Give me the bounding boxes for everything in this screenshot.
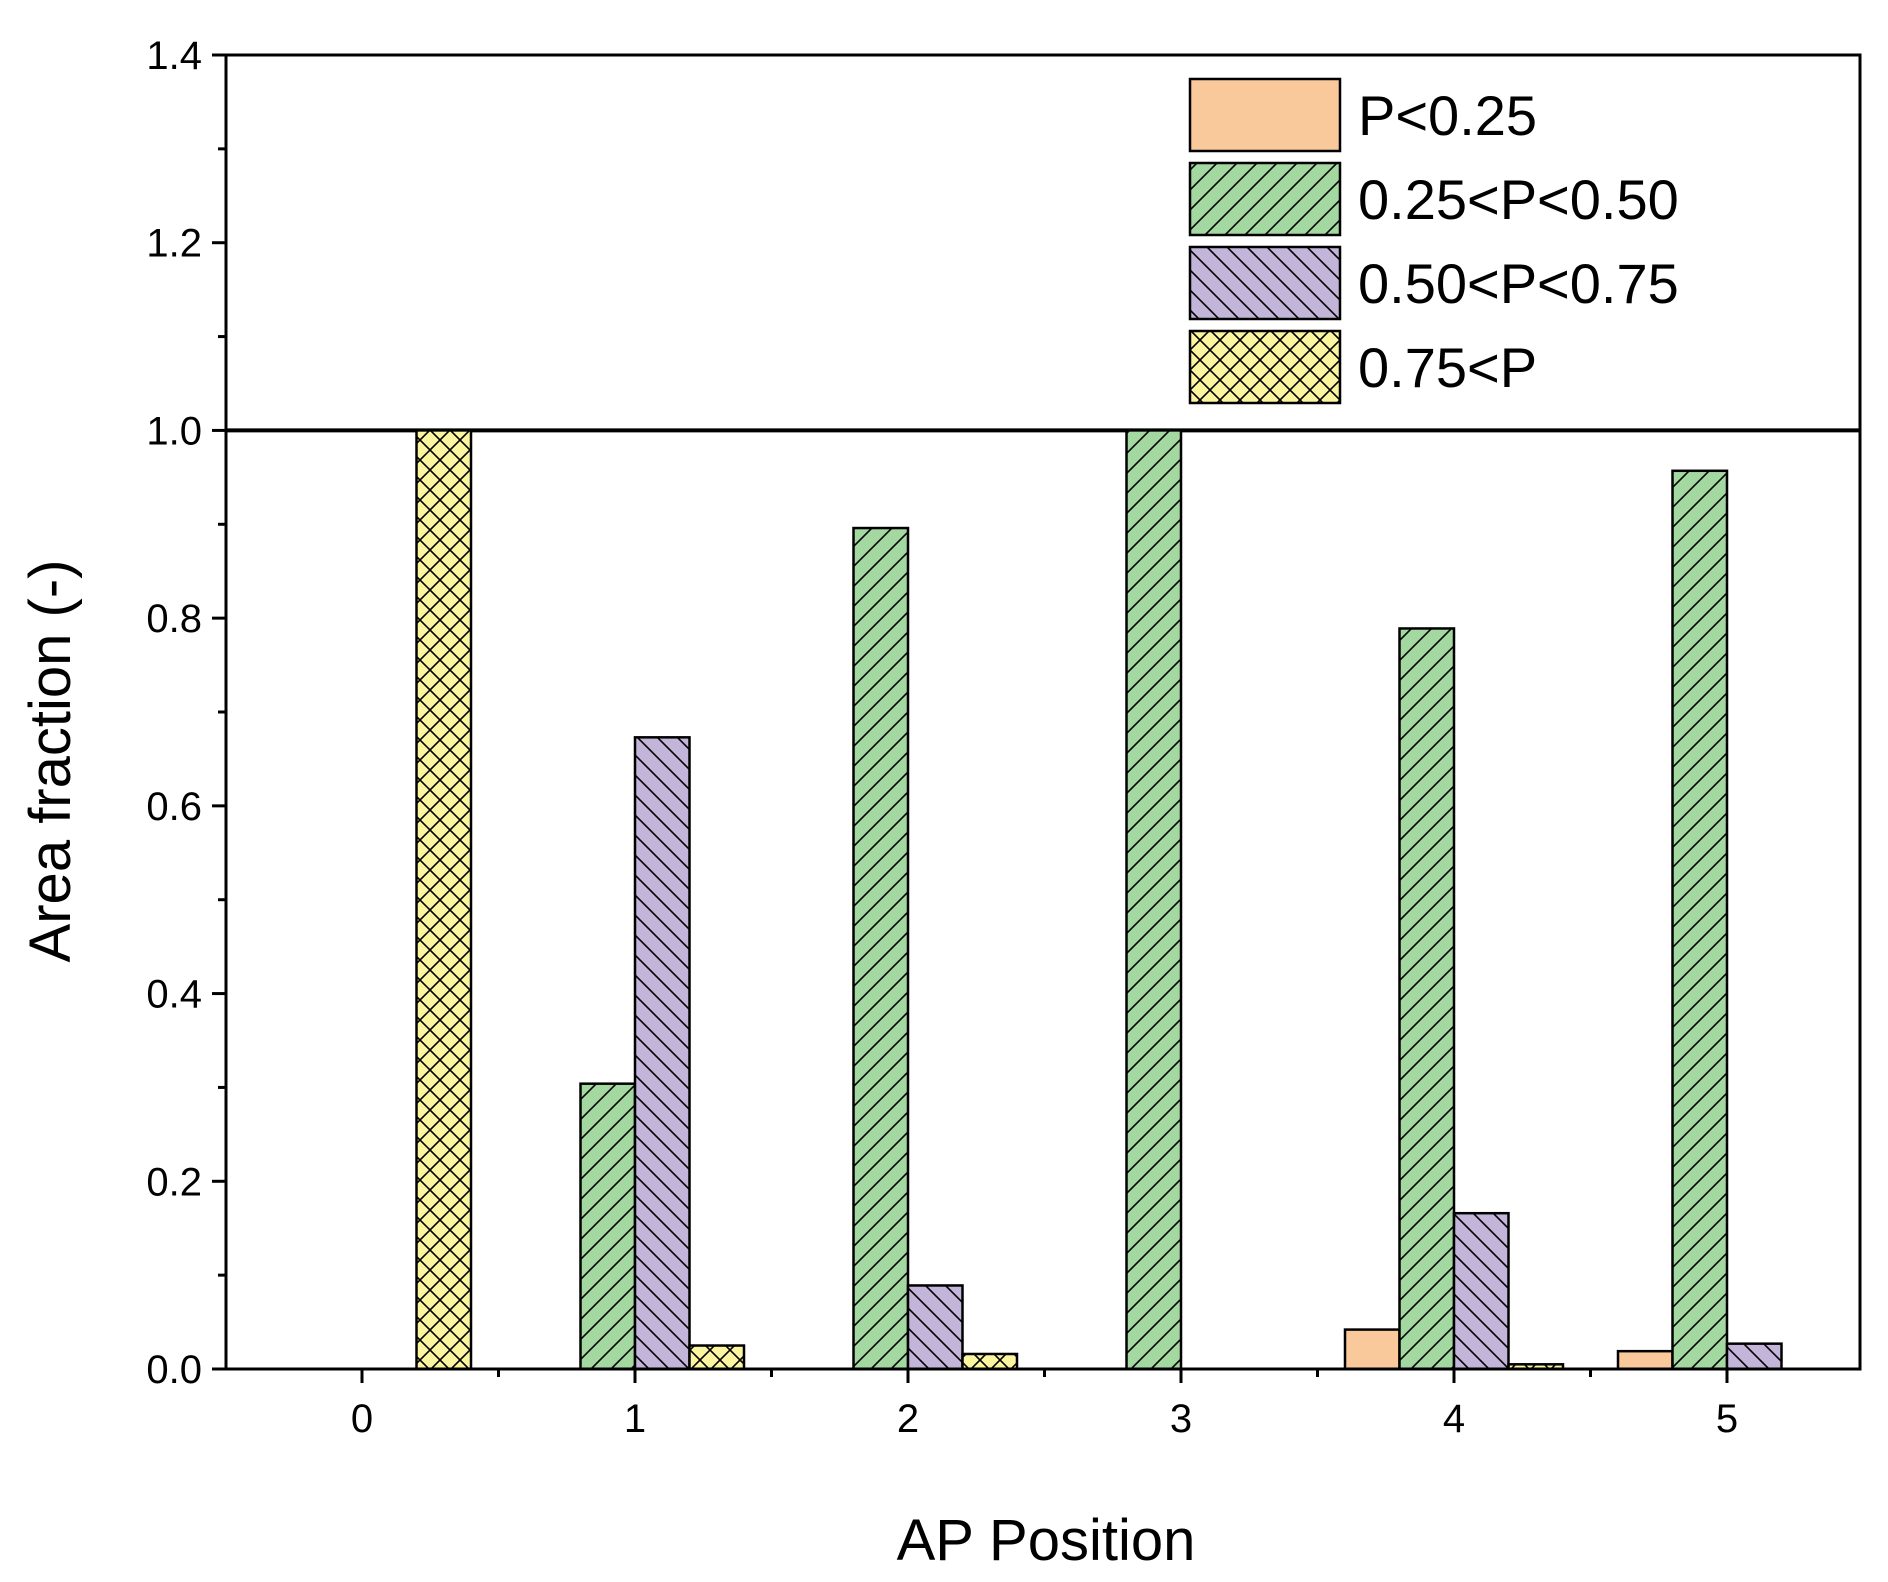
- bar-p2-cat-2: [852, 526, 910, 1371]
- y-tick-label: 0.0: [146, 1348, 202, 1392]
- x-tick-label: 5: [1716, 1397, 1738, 1441]
- legend-swatch-p2: [1188, 161, 1342, 237]
- bar-p1-cat-4: [1343, 1328, 1401, 1371]
- y-tick-label: 0.2: [146, 1160, 202, 1204]
- bar-p4-cat-0: [415, 429, 473, 1371]
- y-tick-label: 1.2: [146, 222, 202, 266]
- y-axis-title: Area fraction (-): [18, 560, 83, 963]
- x-axis-title: AP Position: [897, 1508, 1196, 1573]
- bar-p3-cat-1: [633, 736, 691, 1371]
- legend-label-p2: 0.25<P<0.50: [1358, 168, 1679, 231]
- y-tick-label: 1.4: [146, 34, 202, 78]
- x-tick-label: 2: [897, 1397, 919, 1441]
- bar-p2-cat-4: [1398, 627, 1456, 1371]
- bar-p1-cat-5: [1616, 1349, 1674, 1371]
- x-tick-label: 0: [351, 1397, 373, 1441]
- x-tick-label: 3: [1170, 1397, 1192, 1441]
- bar-p3-cat-5: [1725, 1342, 1783, 1371]
- y-tick-label: 0.8: [146, 597, 202, 641]
- y-tick-label: 0.6: [146, 785, 202, 829]
- legend-swatch-p3: [1188, 245, 1342, 321]
- legend-swatch-p4: [1188, 329, 1342, 405]
- legend-swatch-p1: [1188, 77, 1342, 153]
- bar-p4-cat-1: [688, 1344, 746, 1371]
- bars-layer: [415, 429, 1783, 1371]
- bar-p2-cat-1: [579, 1082, 637, 1371]
- y-tick-label: 1.0: [146, 409, 202, 453]
- bar-p3-cat-4: [1452, 1211, 1510, 1371]
- bar-p2-cat-3: [1125, 429, 1183, 1371]
- y-tick-label: 0.4: [146, 973, 202, 1017]
- axes-layer: 0.0 0.2 0.4 0.6 0.8 1.0 1.2 1.4 0 1 2 3 4 5: [146, 34, 1862, 1441]
- legend-label-p1: P<0.25: [1358, 84, 1537, 147]
- x-tick-label: 4: [1443, 1397, 1465, 1441]
- legend-label-p3: 0.50<P<0.75: [1358, 252, 1679, 315]
- bar-p2-cat-5: [1671, 469, 1729, 1371]
- legend: P<0.25 0.25<P<0.50 0.50<P<0.75 0.75<P: [1188, 77, 1679, 405]
- bar-p4-cat-2: [961, 1352, 1019, 1371]
- bar-p3-cat-2: [906, 1284, 964, 1371]
- legend-label-p4: 0.75<P: [1358, 336, 1537, 399]
- x-tick-label: 1: [624, 1397, 646, 1441]
